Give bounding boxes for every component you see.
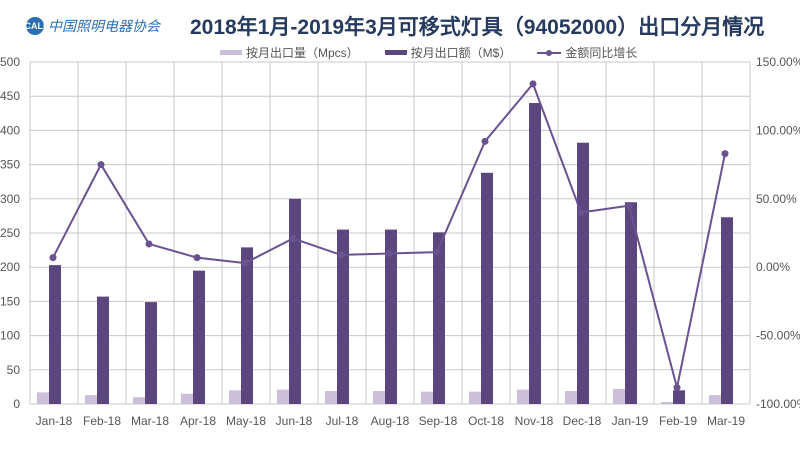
x-axis-tick: Jan-18 — [36, 414, 73, 428]
bar-volume — [709, 395, 721, 404]
y2-axis-tick: 0.00% — [756, 260, 790, 274]
growth-marker — [145, 240, 153, 248]
bar-value — [529, 103, 541, 404]
logo-text: 中国照明电器协会 — [48, 19, 160, 35]
x-axis-tick: Jul-18 — [326, 414, 359, 428]
bar-volume — [229, 390, 241, 404]
y-axis-tick: 50 — [7, 363, 21, 377]
bar-volume — [37, 392, 49, 404]
bar-value — [49, 265, 61, 404]
bar-volume — [133, 397, 145, 404]
legend-line-marker-icon — [537, 49, 562, 56]
bar-volume — [565, 391, 577, 404]
legend-swatch-value — [384, 50, 407, 55]
x-axis-tick: Aug-18 — [371, 414, 410, 428]
bar-value — [289, 198, 301, 404]
growth-marker — [97, 161, 105, 169]
legend-label-value: 按月出口额（M$） — [410, 46, 512, 60]
y2-axis-tick: -100.00% — [756, 397, 800, 411]
y-axis-tick: 0 — [13, 397, 20, 411]
growth-marker — [241, 259, 249, 267]
y-axis-tick: 100 — [0, 329, 20, 343]
legend-item-growth: 金额同比增长 — [537, 44, 637, 61]
bar-value — [241, 247, 253, 404]
growth-marker — [289, 234, 297, 242]
growth-marker — [49, 254, 57, 262]
bar-volume — [85, 395, 97, 404]
x-axis-tick: Sep-18 — [419, 414, 458, 428]
y2-axis-tick: -50.00% — [756, 329, 800, 343]
legend-label-volume: 按月出口量（Mpcs） — [246, 46, 359, 60]
x-axis-tick: Mar-18 — [131, 414, 169, 428]
x-axis-tick: Oct-18 — [468, 414, 504, 428]
y2-axis-tick: 100.00% — [756, 123, 800, 137]
bar-volume — [421, 391, 433, 404]
y-axis-tick: 150 — [0, 294, 20, 308]
y-axis-tick: 350 — [0, 158, 20, 172]
legend-item-volume: 按月出口量（Mpcs） — [220, 44, 359, 61]
y-axis-tick: 250 — [0, 226, 20, 240]
bar-value — [337, 229, 349, 404]
bar-value — [385, 229, 397, 404]
x-axis-tick: Apr-18 — [180, 414, 216, 428]
bar-value — [145, 302, 157, 404]
x-axis-tick: Dec-18 — [563, 414, 602, 428]
bar-value — [97, 296, 109, 404]
growth-marker — [337, 251, 345, 259]
bar-volume — [613, 388, 625, 404]
growth-marker — [721, 150, 729, 158]
bar-volume — [469, 391, 481, 404]
bar-value — [433, 232, 445, 404]
x-axis-tick: May-18 — [226, 414, 266, 428]
y-axis-tick: 200 — [0, 260, 20, 274]
logo-mark-icon: CALI — [25, 17, 46, 35]
association-logo: CALI 中国照明电器协会 — [25, 16, 160, 36]
x-axis-tick: Jan-19 — [612, 414, 649, 428]
chart-legend: 按月出口量（Mpcs） 按月出口额（M$） 金额同比增长 — [220, 44, 637, 61]
growth-marker — [577, 208, 585, 216]
y-axis-tick: 300 — [0, 192, 20, 206]
y-axis-tick: 500 — [0, 55, 20, 69]
legend-item-value: 按月出口额（M$） — [384, 44, 512, 61]
growth-marker — [481, 137, 489, 145]
bar-volume — [325, 391, 337, 404]
growth-marker — [625, 202, 633, 210]
bar-value — [673, 390, 685, 404]
x-axis-tick: Mar-19 — [707, 414, 745, 428]
y-axis-tick: 400 — [0, 123, 20, 137]
growth-marker — [673, 384, 681, 392]
bar-volume — [517, 389, 529, 404]
bar-volume — [277, 389, 289, 404]
bar-value — [721, 217, 733, 404]
bar-volume — [181, 393, 193, 404]
x-axis-tick: Feb-18 — [83, 414, 121, 428]
y2-axis-tick: 150.00% — [756, 55, 800, 69]
growth-marker — [433, 248, 441, 256]
bar-value — [577, 142, 589, 404]
growth-marker — [529, 80, 537, 88]
bar-value — [193, 270, 205, 404]
bar-value — [625, 202, 637, 404]
y-axis-tick: 450 — [0, 89, 20, 103]
growth-marker — [385, 250, 393, 258]
legend-swatch-volume — [220, 50, 242, 55]
bar-volume — [661, 401, 673, 404]
growth-marker — [193, 254, 201, 262]
y2-axis-tick: 50.00% — [756, 192, 797, 206]
bar-value — [481, 172, 493, 404]
chart-title: 2018年1月-2019年3月可移式灯具（94052000）出口分月情况 — [190, 16, 765, 39]
bar-volume — [373, 391, 385, 404]
x-axis-tick: Jun-18 — [276, 414, 313, 428]
legend-label-growth: 金额同比增长 — [565, 46, 638, 60]
x-axis-tick: Nov-18 — [515, 414, 554, 428]
x-axis-tick: Feb-19 — [659, 414, 697, 428]
